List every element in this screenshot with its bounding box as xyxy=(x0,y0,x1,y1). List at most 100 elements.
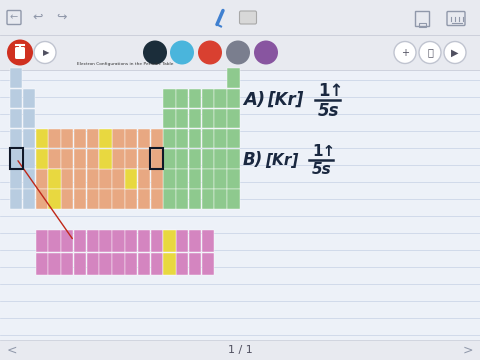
Bar xyxy=(61,129,73,148)
Bar xyxy=(227,169,240,189)
Bar xyxy=(125,230,137,252)
Text: A): A) xyxy=(243,91,265,109)
Bar xyxy=(151,129,163,148)
Bar xyxy=(125,189,137,209)
Bar xyxy=(99,189,112,209)
Bar xyxy=(163,253,176,275)
Bar xyxy=(112,253,125,275)
Text: 1↑: 1↑ xyxy=(312,144,335,159)
Bar xyxy=(138,149,150,168)
Bar xyxy=(176,189,189,209)
Bar xyxy=(215,109,227,128)
Bar xyxy=(87,253,99,275)
Bar xyxy=(125,169,137,189)
Bar xyxy=(151,189,163,209)
Bar xyxy=(74,253,86,275)
Circle shape xyxy=(7,40,33,66)
Bar xyxy=(23,129,35,148)
Bar xyxy=(138,189,150,209)
Bar xyxy=(151,253,163,275)
Bar xyxy=(163,89,176,108)
Bar xyxy=(151,149,163,168)
Bar xyxy=(36,149,48,168)
Bar xyxy=(74,149,86,168)
Circle shape xyxy=(170,40,194,64)
Bar xyxy=(227,149,240,168)
Text: [Kr]: [Kr] xyxy=(267,91,303,109)
Bar xyxy=(48,189,60,209)
Bar xyxy=(202,189,214,209)
Text: B): B) xyxy=(243,151,263,169)
Bar xyxy=(74,230,86,252)
Bar xyxy=(36,169,48,189)
Bar xyxy=(176,129,189,148)
Bar xyxy=(112,129,125,148)
Bar xyxy=(176,230,189,252)
Circle shape xyxy=(198,40,222,64)
Bar xyxy=(99,129,112,148)
Bar xyxy=(48,169,60,189)
Bar xyxy=(227,109,240,128)
Bar xyxy=(112,169,125,189)
Circle shape xyxy=(226,40,250,64)
Bar xyxy=(0,35,480,70)
Bar xyxy=(163,230,176,252)
FancyBboxPatch shape xyxy=(15,47,25,59)
Bar xyxy=(0,70,480,340)
Circle shape xyxy=(394,41,416,63)
Bar xyxy=(10,148,23,169)
Bar xyxy=(0,340,480,360)
Circle shape xyxy=(254,40,278,64)
Bar xyxy=(10,109,23,128)
Bar xyxy=(125,253,137,275)
Text: ▶: ▶ xyxy=(43,48,49,57)
Text: 1 / 1: 1 / 1 xyxy=(228,345,252,355)
Bar xyxy=(112,189,125,209)
Bar xyxy=(202,89,214,108)
Text: ↩: ↩ xyxy=(33,11,43,24)
Bar xyxy=(227,129,240,148)
Bar xyxy=(125,149,137,168)
Bar xyxy=(61,230,73,252)
Bar xyxy=(10,129,23,148)
Bar xyxy=(23,169,35,189)
Bar xyxy=(36,230,48,252)
Bar xyxy=(189,253,201,275)
Bar xyxy=(61,253,73,275)
Text: ↪: ↪ xyxy=(57,11,67,24)
Bar xyxy=(163,189,176,209)
Bar xyxy=(227,189,240,209)
Text: ✋: ✋ xyxy=(427,48,433,58)
Bar xyxy=(202,149,214,168)
Text: >: > xyxy=(463,343,473,356)
Bar xyxy=(48,169,60,189)
Text: 1↑: 1↑ xyxy=(318,82,343,100)
Text: [Kr]: [Kr] xyxy=(265,153,299,167)
Bar xyxy=(189,109,201,128)
Bar xyxy=(99,169,112,189)
Bar xyxy=(150,148,163,169)
Bar xyxy=(48,149,60,168)
Bar xyxy=(10,189,23,209)
Text: ←: ← xyxy=(10,13,18,22)
Bar xyxy=(189,89,201,108)
Bar xyxy=(23,89,35,108)
Bar xyxy=(99,149,112,168)
Bar xyxy=(151,169,163,189)
Circle shape xyxy=(419,41,441,63)
Bar xyxy=(87,230,99,252)
Bar xyxy=(10,68,23,88)
Bar xyxy=(215,89,227,108)
Bar xyxy=(138,169,150,189)
Bar xyxy=(36,189,48,209)
Bar xyxy=(23,189,35,209)
Bar xyxy=(215,169,227,189)
Circle shape xyxy=(34,41,56,63)
Bar xyxy=(163,169,176,189)
Bar xyxy=(202,129,214,148)
Bar xyxy=(10,169,23,189)
Text: 5s: 5s xyxy=(318,102,339,120)
Bar xyxy=(163,149,176,168)
Bar xyxy=(202,169,214,189)
Bar xyxy=(227,89,240,108)
